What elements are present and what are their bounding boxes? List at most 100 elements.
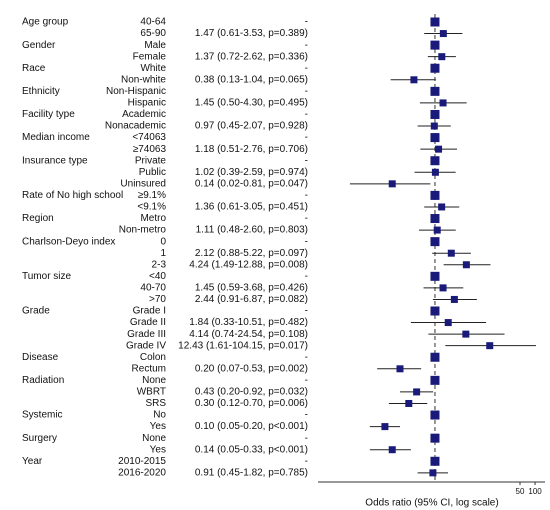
estimate-label: 1.45 (0.50-4.30, p=0.495) <box>195 98 308 109</box>
estimate-label: - <box>305 109 308 120</box>
level-label: Nonacademic <box>105 121 166 132</box>
estimate-label: 12.43 (1.61-104.15, p=0.017) <box>178 340 308 351</box>
estimate-label: 2.12 (0.88-5.22, p=0.097) <box>195 248 308 259</box>
estimate-label: - <box>305 86 308 97</box>
odds-ratio-marker <box>381 423 389 431</box>
x-axis-label: Odds ratio (95% CI, log scale) <box>365 498 498 509</box>
level-label: Rectum <box>132 363 166 374</box>
estimate-label: - <box>305 40 308 51</box>
estimate-label: - <box>305 306 308 317</box>
odds-ratio-marker <box>430 63 440 73</box>
odds-ratio-marker <box>410 76 418 84</box>
estimate-label: 0.10 (0.05-0.20, p<0.001) <box>195 421 308 432</box>
odds-ratio-marker <box>396 365 404 373</box>
level-label: <40 <box>149 271 166 282</box>
level-label: Grade I <box>133 306 166 317</box>
odds-ratio-marker <box>462 330 470 338</box>
estimate-label: 0.97 (0.45-2.07, p=0.928) <box>195 121 308 132</box>
estimate-label: - <box>305 213 308 224</box>
level-label: Academic <box>122 109 166 120</box>
estimate-label: 1.11 (0.48-2.60, p=0.803) <box>196 225 308 236</box>
estimate-label: 0.30 (0.12-0.70, p=0.006) <box>195 398 308 409</box>
level-label: 40-64 <box>140 17 166 28</box>
group-label: Surgery <box>22 433 57 444</box>
odds-ratio-marker <box>430 433 440 443</box>
group-label: Tumor size <box>22 271 72 282</box>
x-tick-label: 100 <box>528 487 542 496</box>
estimate-label: 1.18 (0.51-2.76, p=0.706) <box>195 144 308 155</box>
level-label: Yes <box>150 444 166 455</box>
level-label: Male <box>144 40 166 51</box>
estimate-label: 1.36 (0.61-3.05, p=0.451) <box>195 202 308 213</box>
odds-ratio-marker <box>435 145 443 153</box>
odds-ratio-marker <box>430 375 440 385</box>
group-label: Year <box>22 456 43 467</box>
group-label: Rate of No high school <box>22 190 123 201</box>
odds-ratio-marker <box>405 399 413 407</box>
odds-ratio-marker <box>430 271 440 281</box>
odds-ratio-marker <box>430 40 440 50</box>
group-label: Gender <box>22 40 56 51</box>
estimate-label: 1.37 (0.72-2.62, p=0.336) <box>195 51 308 62</box>
group-label: Radiation <box>22 375 64 386</box>
estimate-label: 4.24 (1.49-12.88, p=0.008) <box>189 259 308 270</box>
odds-ratio-marker <box>430 17 440 27</box>
level-label: Grade II <box>130 317 166 328</box>
odds-ratio-marker <box>413 388 421 396</box>
level-label: WBRT <box>137 387 166 398</box>
group-label: Age group <box>22 17 69 28</box>
level-label: 40-70 <box>140 283 166 294</box>
estimate-label: 1.84 (0.33-10.51, p=0.482) <box>189 317 308 328</box>
group-label: Race <box>22 63 46 74</box>
level-label: No <box>153 410 166 421</box>
estimate-label: 0.14 (0.05-0.33, p<0.001) <box>195 444 308 455</box>
estimate-label: 0.91 (0.45-1.82, p=0.785) <box>195 467 308 478</box>
group-label: Charlson-Deyo index <box>22 236 115 247</box>
estimate-label: 2.44 (0.91-6.87, p=0.082) <box>195 294 308 305</box>
estimate-label: 1.02 (0.39-2.59, p=0.974) <box>195 167 308 178</box>
odds-ratio-marker <box>486 342 494 350</box>
level-label: >70 <box>149 294 166 305</box>
level-label: Colon <box>140 352 166 363</box>
group-label: Median income <box>22 132 90 143</box>
level-label: ≥74063 <box>133 144 167 155</box>
estimate-label: - <box>305 456 308 467</box>
estimate-label: - <box>305 236 308 247</box>
estimate-label: 0.43 (0.20-0.92, p=0.032) <box>195 387 308 398</box>
odds-ratio-marker <box>430 352 440 362</box>
odds-ratio-marker <box>444 319 452 327</box>
level-label: Non-white <box>121 74 166 85</box>
odds-ratio-marker <box>430 86 440 96</box>
odds-ratio-marker <box>450 295 458 303</box>
level-label: 65-90 <box>140 28 166 39</box>
odds-ratio-marker <box>388 446 396 454</box>
level-label: Private <box>135 155 167 166</box>
level-label: 2010-2015 <box>118 456 166 467</box>
odds-ratio-marker <box>430 133 440 143</box>
group-label: Disease <box>22 352 59 363</box>
estimate-label: - <box>305 433 308 444</box>
group-label: Systemic <box>22 410 63 421</box>
level-label: None <box>142 375 166 386</box>
estimate-label: 1.47 (0.61-3.53, p=0.389) <box>195 28 308 39</box>
estimate-label: - <box>305 375 308 386</box>
estimate-label: - <box>305 190 308 201</box>
estimate-label: 0.38 (0.13-1.04, p=0.065) <box>195 74 308 85</box>
odds-ratio-marker <box>438 53 446 61</box>
level-label: 1 <box>160 248 166 259</box>
level-label: Yes <box>150 421 166 432</box>
estimate-label: - <box>305 410 308 421</box>
estimate-label: - <box>305 132 308 143</box>
estimate-label: 4.14 (0.74-24.54, p=0.108) <box>189 329 308 340</box>
estimate-label: 0.20 (0.07-0.53, p=0.002) <box>195 363 308 374</box>
odds-ratio-marker <box>439 99 447 107</box>
level-label: 2-3 <box>152 259 167 270</box>
level-label: Uninsured <box>120 178 166 189</box>
odds-ratio-marker <box>430 410 440 420</box>
estimate-label: - <box>305 63 308 74</box>
odds-ratio-marker <box>438 203 446 211</box>
odds-ratio-marker <box>447 249 455 257</box>
estimate-label: - <box>305 352 308 363</box>
level-label: None <box>142 433 166 444</box>
odds-ratio-marker <box>430 156 440 166</box>
